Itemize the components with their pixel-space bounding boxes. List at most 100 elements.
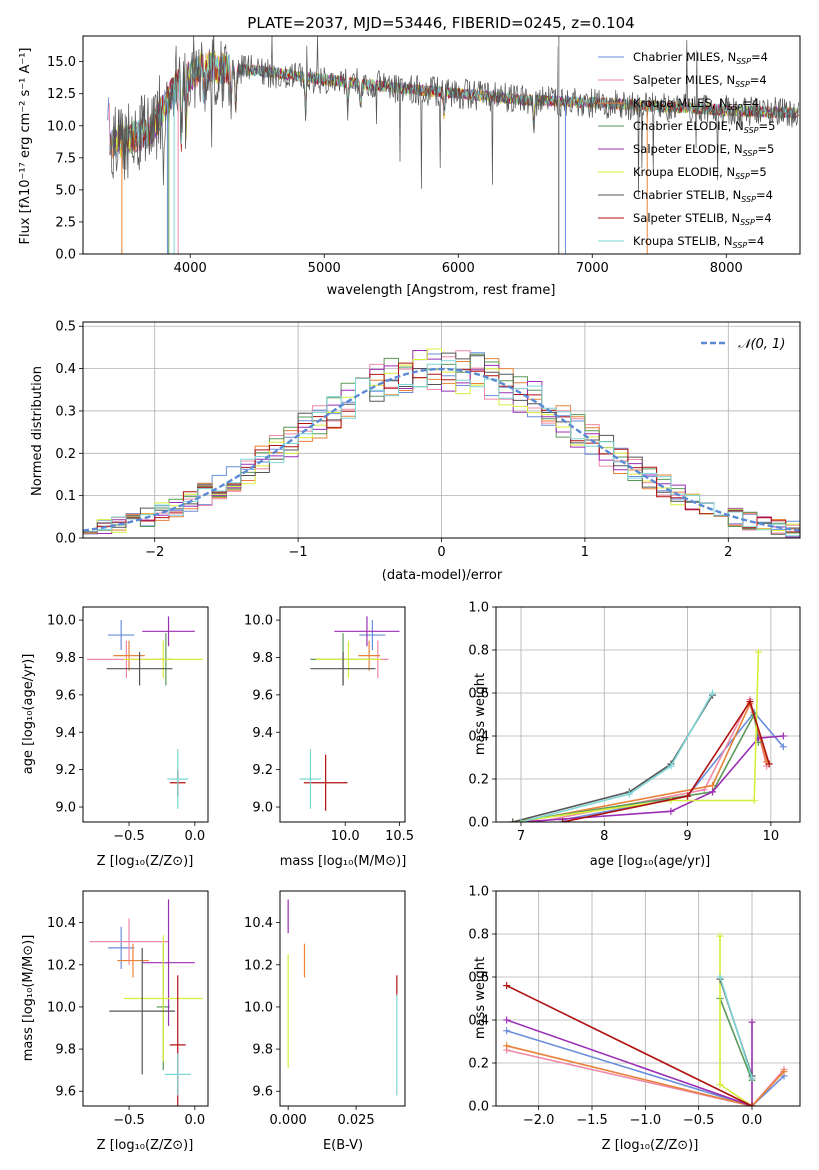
x-tick-label: 10.5 xyxy=(385,829,414,844)
y-tick-label: 9.0 xyxy=(252,801,273,816)
axes-border xyxy=(279,890,406,1107)
normal-legend-label: 𝒩(0, 1) xyxy=(738,337,785,352)
y-tick-label: 7.5 xyxy=(55,151,76,166)
legend-label-1: Salpeter MILES, NSSP=4 xyxy=(633,73,767,89)
legend-label-text: Salpeter STELIB, N xyxy=(633,211,740,225)
x-tick-label: 4000 xyxy=(174,261,207,276)
spectrum-ylabel: Flux [fλ10⁻¹⁷ erg cm⁻² s⁻¹ A⁻¹] xyxy=(18,48,33,245)
y-tick-label: 0.2 xyxy=(55,447,76,462)
y-tick-label: 9.8 xyxy=(252,651,273,666)
x-tick-label: 7000 xyxy=(576,261,609,276)
legend-label-count: =5 xyxy=(757,142,774,156)
legend-label-count: =4 xyxy=(742,96,759,110)
mass-vs-ebv-xlabel: E(B-V) xyxy=(323,1138,363,1153)
y-tick-label: 9.2 xyxy=(252,763,273,778)
x-tick-label: 0.000 xyxy=(270,1113,307,1128)
y-tick-label: 12.5 xyxy=(47,87,76,102)
residuals-ylabel: Normed distribution xyxy=(30,366,45,496)
axes-frame: 0.000 0.025 9.6 9.8 10.0 10.2 10.4 xyxy=(244,890,406,1128)
legend-label-2: Kroupa MILES, NSSP=4 xyxy=(633,96,759,112)
weight-line-2 xyxy=(520,701,768,822)
y-tick-label: 10.2 xyxy=(47,958,76,973)
axes-frame: −0.5 0.0 9.6 9.8 10.0 10.2 10.4 xyxy=(47,890,209,1128)
legend-label-sub: SSP xyxy=(744,126,759,135)
legend-label-sub: SSP xyxy=(733,241,748,250)
age-vs-mass-panel: 10.0 10.5 9.0 9.2 9.4 9.6 9.8 10.0 xyxy=(244,606,414,844)
y-tick-label: 10.0 xyxy=(244,614,273,629)
legend-label-sub: SSP xyxy=(728,103,743,112)
x-tick-label: −1.0 xyxy=(630,1113,662,1128)
residuals-panel: −2 −1 0 1 2 0.0 0.1 0.2 0.3 0.4 0.5 xyxy=(55,320,801,560)
x-tick-label: −1 xyxy=(289,545,308,560)
weight-line-5 xyxy=(512,652,760,822)
y-tick-label: 0.3 xyxy=(55,404,76,419)
spectrum-xlabel: wavelength [Angstrom, rest frame] xyxy=(327,283,556,298)
residuals-legend: 𝒩(0, 1) xyxy=(701,337,785,352)
x-tick-label: 7 xyxy=(517,829,525,844)
y-tick-label: 0.8 xyxy=(468,928,489,943)
x-tick-label: 10.0 xyxy=(331,829,360,844)
x-tick-label: −2 xyxy=(145,545,164,560)
plot-area xyxy=(83,348,800,538)
y-tick-label: 0.6 xyxy=(468,971,489,986)
legend-label-0: Chabrier MILES, NSSP=4 xyxy=(633,50,768,66)
x-tick-label: 2 xyxy=(724,545,732,560)
y-tick-label: 9.6 xyxy=(55,688,76,703)
weight-line-7 xyxy=(562,699,770,822)
weight-line-8 xyxy=(719,976,753,1079)
legend-label-count: =4 xyxy=(750,73,767,87)
weight-vs-Z-panel: −2.0 −1.5 −1.0 −0.5 0.0 0.0 0.2 0.4 0.6 0.8 1.0 xyxy=(468,885,801,1128)
mass-vs-Z-ylabel: mass [log₁₀(M/M⊙)] xyxy=(21,935,36,1062)
y-tick-label: 9.0 xyxy=(55,801,76,816)
x-tick-label: 0.0 xyxy=(184,1113,205,1128)
y-tick-label: 9.6 xyxy=(252,1085,273,1100)
weight-line-0 xyxy=(506,1030,785,1106)
y-tick-label: 0.1 xyxy=(55,489,76,504)
x-tick-label: −0.5 xyxy=(683,1113,715,1128)
weight-line-2 xyxy=(506,1045,785,1106)
y-tick-label: 0.4 xyxy=(468,1014,489,1029)
y-tick-label: 0.4 xyxy=(468,730,489,745)
legend-label-text: Salpeter MILES, N xyxy=(633,73,735,87)
mass-vs-ebv-panel: 0.000 0.025 9.6 9.8 10.0 10.2 10.4 xyxy=(244,890,406,1128)
legend-label-sub: SSP xyxy=(743,149,758,158)
y-tick-label: 10.4 xyxy=(244,916,273,931)
x-tick-label: 0.025 xyxy=(337,1113,374,1128)
legend-label-count: =4 xyxy=(756,188,773,202)
axes-frame: 10.0 10.5 9.0 9.2 9.4 9.6 9.8 10.0 xyxy=(244,606,414,844)
y-tick-label: 0.0 xyxy=(55,532,76,547)
y-tick-label: 0.6 xyxy=(468,687,489,702)
y-tick-label: 0.2 xyxy=(468,1057,489,1072)
weight-vs-age-ylabel: mass weight xyxy=(473,673,488,755)
legend-label-sub: SSP xyxy=(741,195,756,204)
age-vs-Z-xlabel: Z [log₁₀(Z/Z⊙)] xyxy=(97,854,194,869)
y-tick-label: 10.4 xyxy=(47,916,76,931)
x-tick-label: 0.0 xyxy=(184,829,205,844)
mass-vs-Z-xlabel: Z [log₁₀(Z/Z⊙)] xyxy=(97,1138,194,1153)
x-tick-label: 6000 xyxy=(442,261,475,276)
x-tick-label: 5000 xyxy=(308,261,341,276)
age-vs-Z-panel: −0.5 0.0 9.0 9.2 9.4 9.6 9.8 10.0 xyxy=(47,606,209,844)
axes-frame: 4000 5000 6000 7000 8000 0.0 2.5 5.0 7.5 10.0 12.5… xyxy=(47,35,801,276)
y-tick-label: 0.2 xyxy=(468,773,489,788)
y-tick-label: 0.0 xyxy=(468,1100,489,1115)
x-tick-label: 0.0 xyxy=(742,1113,763,1128)
axes-frame: −0.5 0.0 9.0 9.2 9.4 9.6 9.8 10.0 xyxy=(47,606,209,844)
weight-line-4 xyxy=(506,1019,753,1106)
weight-line-1 xyxy=(506,1049,785,1106)
y-tick-label: 9.4 xyxy=(55,726,76,741)
y-tick-label: 10.0 xyxy=(47,614,76,629)
legend-label-sub: SSP xyxy=(735,80,750,89)
legend-label-count: =4 xyxy=(755,211,772,225)
plot-area xyxy=(86,616,203,809)
y-tick-label: 9.8 xyxy=(252,1043,273,1058)
weight-vs-Z-xlabel: Z [log₁₀(Z/Z⊙)] xyxy=(602,1138,699,1153)
residuals-xlabel: (data-model)/error xyxy=(382,568,503,583)
axes-border xyxy=(495,890,801,1107)
axes-border xyxy=(495,606,801,823)
axes-border xyxy=(82,606,209,823)
y-tick-label: 9.6 xyxy=(252,688,273,703)
legend-label-4: Salpeter ELODIE, NSSP=5 xyxy=(633,142,774,158)
plot-area xyxy=(287,899,398,1096)
